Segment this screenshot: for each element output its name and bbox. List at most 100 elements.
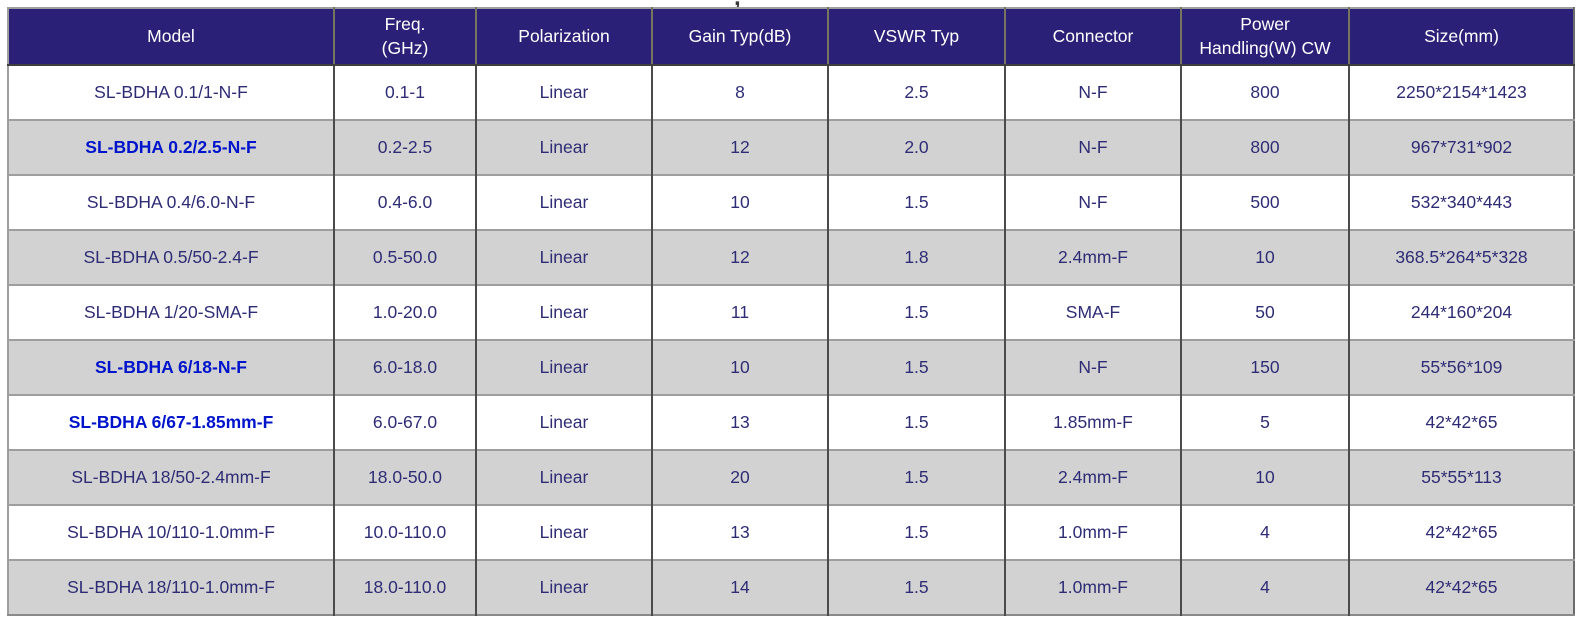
cell-power: 800	[1180, 65, 1349, 120]
cell-power: 50	[1180, 284, 1349, 340]
cell-size: 55*56*109	[1348, 339, 1574, 395]
cell-gain: 8	[651, 65, 828, 120]
cell-model: SL-BDHA 18/50-2.4mm-F	[8, 449, 334, 505]
cell-freq: 6.0-67.0	[333, 394, 476, 450]
cell-connector: 2.4mm-F	[1004, 229, 1181, 285]
table-row: SL-BDHA 18/110-1.0mm-F 18.0-110.0 Linear 14…	[8, 559, 1574, 615]
cell-freq: 0.1-1	[333, 65, 476, 120]
cell-power: 500	[1180, 174, 1349, 230]
cell-model: SL-BDHA 6/18-N-F	[8, 339, 334, 395]
cell-vswr: 1.5	[827, 394, 1005, 450]
cell-polarization: Linear	[475, 559, 652, 615]
cell-power: 10	[1180, 229, 1349, 285]
table-row: SL-BDHA 6/67-1.85mm-F 6.0-67.0 Linear 13 1.5…	[8, 394, 1574, 450]
cell-freq: 18.0-110.0	[333, 559, 476, 615]
cell-polarization: Linear	[475, 394, 652, 450]
cell-polarization: Linear	[475, 504, 652, 560]
cell-power: 800	[1180, 119, 1349, 175]
cell-gain: 12	[651, 119, 828, 175]
clipped-title-fragment: ,	[734, 0, 741, 12]
cell-vswr: 1.8	[827, 229, 1005, 285]
cell-gain: 13	[651, 504, 828, 560]
cell-model: SL-BDHA 1/20-SMA-F	[8, 284, 334, 340]
cell-size: 55*55*113	[1348, 449, 1574, 505]
cell-size: 42*42*65	[1348, 504, 1574, 560]
column-header-vswr: VSWR Typ	[827, 8, 1005, 66]
table-row: SL-BDHA 0.4/6.0-N-F 0.4-6.0 Linear 10 1.5 N-F…	[8, 174, 1574, 230]
cell-vswr: 1.5	[827, 339, 1005, 395]
cell-power: 4	[1180, 559, 1349, 615]
cell-connector: N-F	[1004, 119, 1181, 175]
cell-model: SL-BDHA 18/110-1.0mm-F	[8, 559, 334, 615]
cell-size: 2250*2154*1423	[1348, 65, 1574, 120]
table-row: SL-BDHA 0.2/2.5-N-F 0.2-2.5 Linear 12 2.0 N-F…	[8, 119, 1574, 175]
table-header: Model Freq. (GHz) Polarization Gain Typ(dB)…	[8, 8, 1574, 66]
column-header-size: Size(mm)	[1348, 8, 1574, 66]
table-body: SL-BDHA 0.1/1-N-F 0.1-1 Linear 8 2.5 N-F 800 22…	[8, 65, 1574, 615]
cell-freq: 6.0-18.0	[333, 339, 476, 395]
cell-connector: N-F	[1004, 174, 1181, 230]
column-header-freq: Freq. (GHz)	[333, 8, 476, 66]
cell-size: 532*340*443	[1348, 174, 1574, 230]
header-row: Model Freq. (GHz) Polarization Gain Typ(dB)…	[8, 8, 1574, 66]
cell-gain: 10	[651, 174, 828, 230]
cell-freq: 0.5-50.0	[333, 229, 476, 285]
cell-connector: 2.4mm-F	[1004, 449, 1181, 505]
cell-connector: SMA-F	[1004, 284, 1181, 340]
cell-model: SL-BDHA 10/110-1.0mm-F	[8, 504, 334, 560]
cell-size: 42*42*65	[1348, 394, 1574, 450]
cell-size: 244*160*204	[1348, 284, 1574, 340]
cell-vswr: 2.5	[827, 65, 1005, 120]
cell-vswr: 1.5	[827, 284, 1005, 340]
cell-polarization: Linear	[475, 449, 652, 505]
cell-freq: 10.0-110.0	[333, 504, 476, 560]
cell-size: 967*731*902	[1348, 119, 1574, 175]
cell-freq: 0.4-6.0	[333, 174, 476, 230]
cell-connector: 1.0mm-F	[1004, 504, 1181, 560]
cell-connector: 1.85mm-F	[1004, 394, 1181, 450]
cell-size: 42*42*65	[1348, 559, 1574, 615]
antenna-spec-table: Model Freq. (GHz) Polarization Gain Typ(dB)…	[7, 7, 1575, 616]
cell-freq: 0.2-2.5	[333, 119, 476, 175]
cell-power: 4	[1180, 504, 1349, 560]
cell-size: 368.5*264*5*328	[1348, 229, 1574, 285]
column-header-model: Model	[8, 8, 334, 66]
column-header-power: Power Handling(W) CW	[1180, 8, 1349, 66]
cell-vswr: 1.5	[827, 504, 1005, 560]
cell-model: SL-BDHA 0.5/50-2.4-F	[8, 229, 334, 285]
table-row: SL-BDHA 1/20-SMA-F 1.0-20.0 Linear 11 1.5 SMA…	[8, 284, 1574, 340]
cell-power: 10	[1180, 449, 1349, 505]
column-header-connector: Connector	[1004, 8, 1181, 66]
cell-polarization: Linear	[475, 229, 652, 285]
cell-connector: N-F	[1004, 65, 1181, 120]
table-row: SL-BDHA 6/18-N-F 6.0-18.0 Linear 10 1.5 N-F 15…	[8, 339, 1574, 395]
cell-connector: 1.0mm-F	[1004, 559, 1181, 615]
cell-gain: 12	[651, 229, 828, 285]
column-header-gain: Gain Typ(dB)	[651, 8, 828, 66]
table-row: SL-BDHA 18/50-2.4mm-F 18.0-50.0 Linear 20 1.…	[8, 449, 1574, 505]
cell-model: SL-BDHA 0.4/6.0-N-F	[8, 174, 334, 230]
cell-gain: 10	[651, 339, 828, 395]
cell-gain: 11	[651, 284, 828, 340]
cell-polarization: Linear	[475, 119, 652, 175]
cell-polarization: Linear	[475, 284, 652, 340]
table-row: SL-BDHA 0.1/1-N-F 0.1-1 Linear 8 2.5 N-F 800 22…	[8, 65, 1574, 120]
cell-gain: 13	[651, 394, 828, 450]
table-row: SL-BDHA 0.5/50-2.4-F 0.5-50.0 Linear 12 1.8 2…	[8, 229, 1574, 285]
cell-power: 150	[1180, 339, 1349, 395]
table-row: SL-BDHA 10/110-1.0mm-F 10.0-110.0 Linear 13…	[8, 504, 1574, 560]
cell-polarization: Linear	[475, 65, 652, 120]
cell-connector: N-F	[1004, 339, 1181, 395]
cell-model: SL-BDHA 0.1/1-N-F	[8, 65, 334, 120]
cell-freq: 18.0-50.0	[333, 449, 476, 505]
cell-vswr: 1.5	[827, 559, 1005, 615]
cell-polarization: Linear	[475, 339, 652, 395]
cell-polarization: Linear	[475, 174, 652, 230]
spec-table-container: Model Freq. (GHz) Polarization Gain Typ(dB)…	[7, 7, 1575, 616]
column-header-polarization: Polarization	[475, 8, 652, 66]
cell-model: SL-BDHA 6/67-1.85mm-F	[8, 394, 334, 450]
cell-vswr: 2.0	[827, 119, 1005, 175]
cell-model: SL-BDHA 0.2/2.5-N-F	[8, 119, 334, 175]
cell-gain: 14	[651, 559, 828, 615]
